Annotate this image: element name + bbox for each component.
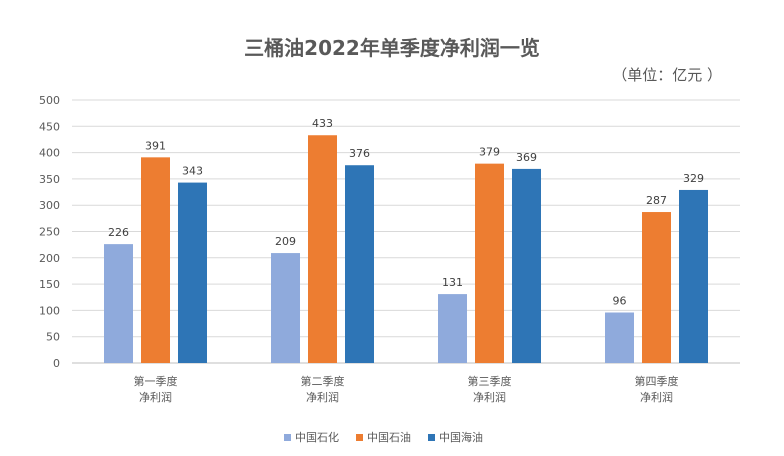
y-tick-label: 400 [39, 147, 60, 160]
data-label: 433 [312, 117, 333, 130]
bar [605, 312, 634, 363]
y-tick-label: 350 [39, 173, 60, 186]
bar [178, 182, 207, 363]
data-label: 391 [145, 139, 166, 152]
y-tick-label: 450 [39, 120, 60, 133]
data-label: 376 [349, 147, 370, 160]
bar [141, 157, 170, 363]
y-tick-label: 250 [39, 226, 60, 239]
gridlines [72, 99, 740, 364]
bar [475, 163, 504, 363]
y-tick-label: 0 [53, 357, 60, 370]
legend-swatch [428, 434, 435, 441]
y-tick-label: 150 [39, 278, 60, 291]
bar [679, 189, 708, 363]
unit-note: （单位：亿元 ） [612, 66, 722, 84]
bar [308, 135, 337, 363]
x-tick-label: 第四季度 [635, 374, 679, 388]
x-tick-label: 第三季度 [468, 374, 512, 388]
bar [104, 244, 133, 363]
x-tick-label: 净利润 [306, 390, 339, 404]
data-label: 369 [516, 151, 537, 164]
x-tick-label: 净利润 [139, 390, 172, 404]
data-label: 209 [275, 235, 296, 248]
chart-title: 三桶油2022年单季度净利润一览 [244, 36, 540, 60]
bars [104, 135, 708, 363]
y-tick-label: 500 [39, 94, 60, 107]
y-tick-label: 100 [39, 304, 60, 317]
bar [438, 294, 467, 363]
legend: 中国石化 中国石油 中国海油 [284, 430, 483, 444]
data-label: 287 [646, 194, 667, 207]
y-tick-label: 200 [39, 252, 60, 265]
x-tick-label: 净利润 [473, 390, 506, 404]
data-label: 131 [442, 276, 463, 289]
bar [512, 168, 541, 363]
data-label: 329 [683, 172, 704, 185]
legend-label: 中国石化 [295, 430, 339, 444]
x-tick-label: 净利润 [640, 390, 673, 404]
legend-swatch [356, 434, 363, 441]
legend-swatch [284, 434, 291, 441]
y-tick-label: 50 [46, 331, 60, 344]
data-label: 96 [613, 295, 627, 308]
bar [345, 165, 374, 363]
x-tick-label: 第一季度 [134, 374, 178, 388]
data-label: 379 [479, 146, 500, 159]
legend-label: 中国石油 [367, 430, 411, 444]
data-label: 343 [182, 165, 203, 178]
bar [271, 253, 300, 363]
y-tick-label: 300 [39, 199, 60, 212]
data-labels: 226 391 343 209 433 376 131 379 369 96 287 329 [108, 117, 704, 307]
data-label: 226 [108, 226, 129, 239]
legend-label: 中国海油 [439, 430, 483, 444]
y-axis: 0 50 100 150 200 250 300 350 400 450 500 [39, 94, 60, 370]
bar [642, 212, 671, 363]
x-tick-label: 第二季度 [301, 374, 345, 388]
